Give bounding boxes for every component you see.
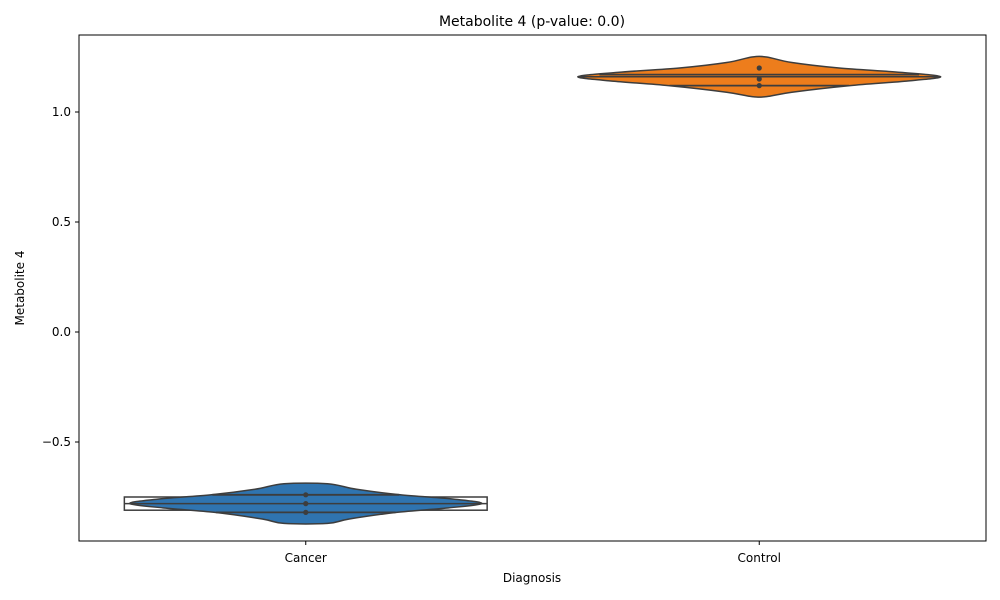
- y-axis-label: Metabolite 4: [13, 251, 27, 326]
- data-point: [303, 509, 309, 515]
- data-point: [756, 65, 762, 71]
- data-point: [756, 76, 762, 82]
- violin-cancer: [123, 482, 488, 525]
- axes-frame: [78, 34, 987, 542]
- x-tick-label: Cancer: [285, 551, 327, 565]
- x-axis: Cancer Control: [285, 541, 781, 565]
- y-tick-label: 0.0: [52, 325, 71, 339]
- x-axis-label: Diagnosis: [503, 571, 561, 585]
- violin-control: [577, 55, 942, 98]
- y-tick-label: 1.0: [52, 105, 71, 119]
- y-tick-label: −0.5: [42, 435, 71, 449]
- chart-title: Metabolite 4 (p-value: 0.0): [439, 14, 625, 30]
- y-axis: −0.5 0.0 0.5 1.0: [42, 105, 79, 449]
- x-tick-label: Control: [738, 551, 781, 565]
- data-point: [303, 501, 309, 507]
- data-point: [303, 492, 309, 498]
- data-point: [756, 83, 762, 89]
- plot-area: [123, 55, 942, 525]
- y-tick-label: 0.5: [52, 215, 71, 229]
